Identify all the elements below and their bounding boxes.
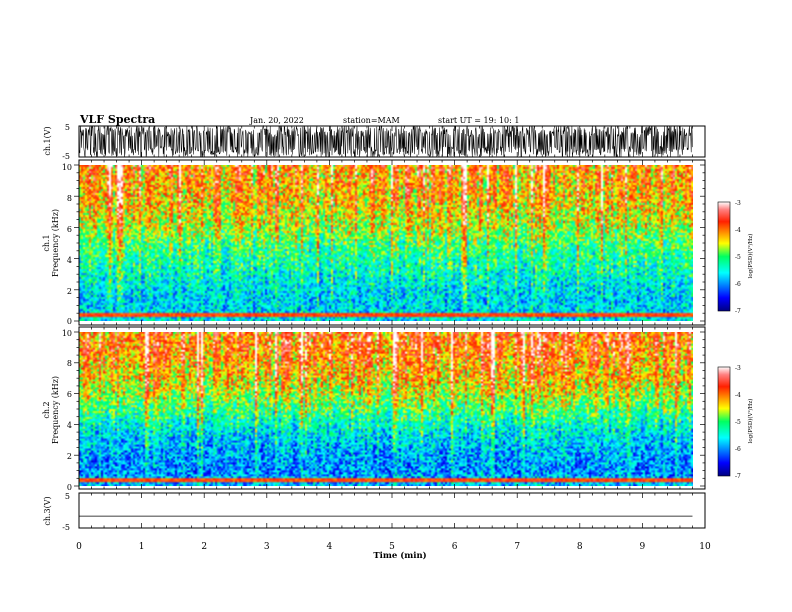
ch3-wave-ylabel: ch.3(V) xyxy=(43,496,52,525)
ch1-colorbar-tick-m5: -5 xyxy=(735,254,741,261)
station-label: station=MAM xyxy=(343,116,400,125)
start-time-label: start UT = 19: 10: 1 xyxy=(438,116,519,125)
spec2-img-heatmap xyxy=(79,332,693,486)
ch2-colorbar-tick-m7: -7 xyxy=(735,473,741,480)
ch3-waveform-panel: 5 -5 ch.3(V) xyxy=(43,492,706,532)
ch1-colorbar-tick-m4: -4 xyxy=(735,227,741,234)
x-axis-tick-labels: 0 1 2 3 4 5 6 7 8 9 10 xyxy=(76,542,711,552)
xtick-3: 3 xyxy=(264,542,270,552)
ch1-spec-ytick-0: 0 xyxy=(67,317,72,326)
ch1-waveform-panel: 5 -5 ch.1(V) xyxy=(43,123,706,161)
x-axis-label: Time (min) xyxy=(373,550,426,561)
ch2-spectrogram-image xyxy=(79,332,693,486)
ch1-spec-ytick-4: 4 xyxy=(67,256,72,265)
ch3-waveform-frame xyxy=(78,492,706,529)
xtick-8: 8 xyxy=(577,542,583,552)
ch2-colorbar: -3 -4 -5 -6 -7 log(PSD)(V²/Hz) xyxy=(717,365,754,480)
axis-ticks xyxy=(74,126,706,528)
xtick-10: 10 xyxy=(699,542,711,552)
ch1-colorbar-gradient xyxy=(717,201,731,312)
xtick-1: 1 xyxy=(139,542,145,552)
ch2-spec-ytick-0: 0 xyxy=(67,483,72,492)
ch2-spec-ytick-2: 2 xyxy=(67,452,72,461)
xtick-5: 5 xyxy=(389,542,395,552)
ch2-spec-ytick-8: 8 xyxy=(67,359,72,368)
xtick-2: 2 xyxy=(201,542,207,552)
ch2-colorbar-tick-m6: -6 xyxy=(735,446,741,453)
ch1-colorbar: -3 -4 -5 -6 -7 log(PSD)(V²/Hz) xyxy=(717,200,754,315)
ch1-colorbar-tick-m3: -3 xyxy=(735,200,741,207)
ch3-wave-ytick-bottom: -5 xyxy=(62,523,70,532)
ch2-colorbar-tick-m4: -4 xyxy=(735,392,741,399)
ch1-wave-ylabel: ch.1(V) xyxy=(43,126,52,155)
ch2-spec-ylabel-line2: Frequency (kHz) xyxy=(51,376,60,444)
ch1-spec-ytick-2: 2 xyxy=(67,287,72,296)
ch1-colorbar-tick-m6: -6 xyxy=(735,281,741,288)
xtick-6: 6 xyxy=(452,542,458,552)
ch2-colorbar-tick-m3: -3 xyxy=(735,365,741,372)
ch1-colorbar-tick-m7: -7 xyxy=(735,308,741,315)
ch2-spec-ylabel-line1: ch.2 xyxy=(42,401,51,418)
ch1-colorbar-label: log(PSD)(V²/Hz) xyxy=(747,234,754,279)
ch1-spec-ytick-6: 6 xyxy=(67,225,72,234)
ch1-wave-ytick-bottom: -5 xyxy=(62,152,70,161)
xtick-0: 0 xyxy=(76,542,82,552)
ch3-wave-ytick-top: 5 xyxy=(65,492,70,501)
xtick-7: 7 xyxy=(514,542,520,552)
xtick-4: 4 xyxy=(327,542,333,552)
ch1-waveform-path xyxy=(78,124,693,158)
ch2-spec-ytick-10: 10 xyxy=(62,329,72,338)
ch2-colorbar-label: log(PSD)(V²/Hz) xyxy=(747,399,754,444)
ch1-waveform-trace xyxy=(78,124,693,158)
ch2-colorbar-tick-m5: -5 xyxy=(735,419,741,426)
ch1-spectrogram-panel: 0 2 4 6 8 10 ch.1 Frequency (kHz) -3 -4 … xyxy=(42,159,754,326)
figure-title: VLF Spectra xyxy=(79,113,155,126)
date-label: Jan. 20, 2022 xyxy=(249,116,304,125)
ch1-spec-ylabel-line1: ch.1 xyxy=(42,234,51,251)
spec1-img-heatmap xyxy=(79,165,693,321)
ch1-spec-ylabel-line2: Frequency (kHz) xyxy=(51,209,60,277)
ch1-spec-ytick-8: 8 xyxy=(67,194,72,203)
ch2-spec-ytick-4: 4 xyxy=(67,421,72,430)
ch1-spectrogram-image xyxy=(79,165,693,321)
ch1-wave-ytick-top: 5 xyxy=(65,123,70,132)
ch2-spec-ytick-6: 6 xyxy=(67,390,72,399)
ch1-spec-ytick-10: 10 xyxy=(62,163,72,172)
xtick-9: 9 xyxy=(640,542,646,552)
ch2-spectrogram-panel: 0 2 4 6 8 10 ch.2 Frequency (kHz) -3 -4 … xyxy=(42,326,754,492)
ch2-colorbar-gradient xyxy=(717,366,731,477)
